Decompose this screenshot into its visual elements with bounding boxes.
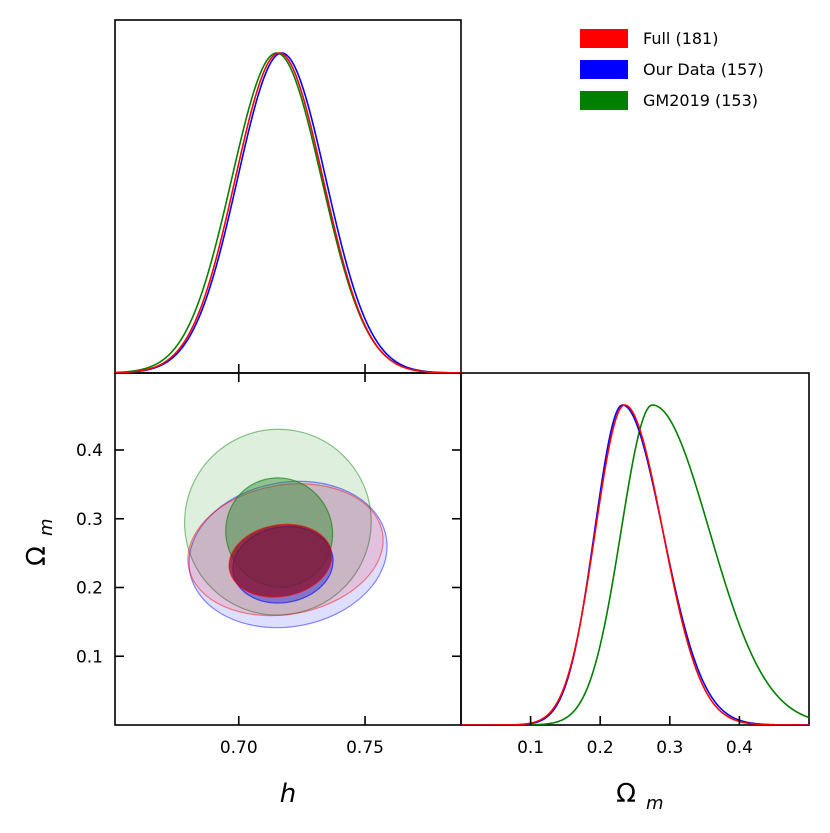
omega-marginal-panel xyxy=(460,372,810,726)
omega-x-tick-label-0: 0.1 xyxy=(517,738,544,758)
h-tick-label-1: 0.75 xyxy=(346,738,384,758)
h-tick-label-0: 0.70 xyxy=(220,738,258,758)
omega-x-tick-label-2: 0.3 xyxy=(656,738,683,758)
svg-text:m: m xyxy=(36,518,57,536)
legend-label-full: Full (181) xyxy=(643,29,718,48)
legend-swatch-our-data xyxy=(580,60,628,79)
contour-1sigma-full-181 xyxy=(228,523,333,598)
svg-text:m: m xyxy=(646,793,664,814)
omega-marginal-curves xyxy=(461,404,809,725)
omega-marginal-gm2019-153 xyxy=(461,404,809,725)
y-axis-title-omega: Ω m xyxy=(22,518,57,565)
legend-swatch-gm2019 xyxy=(580,91,628,110)
omega-y-tick-label-0: 0.1 xyxy=(76,647,103,667)
svg-text:Ω: Ω xyxy=(22,546,52,566)
svg-text:Ω: Ω xyxy=(616,779,636,809)
omega-y-tick-label-3: 0.4 xyxy=(76,441,103,461)
legend-swatch-full xyxy=(580,29,628,48)
omega-x-tick-label-1: 0.2 xyxy=(587,738,614,758)
h-marginal-our-data-157 xyxy=(115,52,461,373)
h-marginal-gm2019-153 xyxy=(115,52,461,373)
omega-x-tick-label-3: 0.4 xyxy=(726,738,753,758)
h-marginal-panel xyxy=(114,19,462,374)
omega-y-tick-label-1: 0.2 xyxy=(76,579,103,599)
h-marginal-full-181 xyxy=(115,52,461,373)
legend-label-gm2019: GM2019 (153) xyxy=(643,91,758,110)
h-marginal-curves xyxy=(115,52,461,373)
omega-marginal-full-181 xyxy=(461,404,809,725)
tick-labels: 0.70 0.75 0.1 0.2 0.3 0.4 0.1 0.2 0.3 0.4 xyxy=(76,441,753,758)
axis-ticks xyxy=(115,364,741,725)
x-axis-title-omega: Ω m xyxy=(616,779,663,814)
omega-y-tick-label-2: 0.3 xyxy=(76,510,103,530)
legend-label-our-data: Our Data (157) xyxy=(643,60,764,79)
legend: Full (181) Our Data (157) GM2019 (153) xyxy=(580,29,764,110)
x-axis-title-h: h xyxy=(280,779,296,809)
joint-contours xyxy=(183,428,388,629)
